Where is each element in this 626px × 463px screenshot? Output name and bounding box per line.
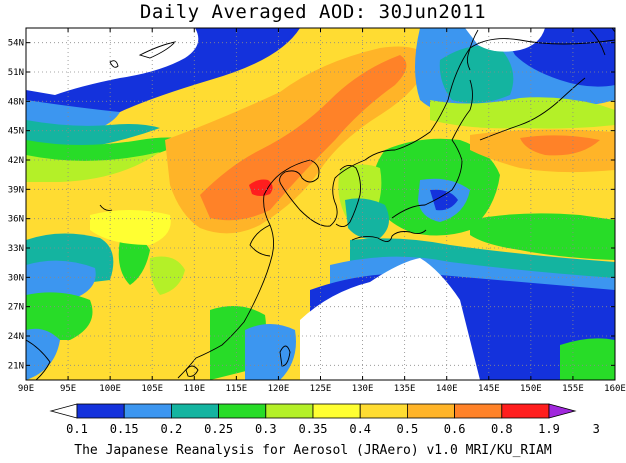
colorbar-swatch	[76, 403, 125, 419]
colorbar-level-label: 0.25	[204, 422, 233, 436]
colorbar-swatch	[501, 403, 550, 419]
colorbar-level-label: 0.3	[255, 422, 277, 436]
aod-south-white	[300, 258, 480, 380]
aod-west-blue	[26, 260, 96, 300]
coastline-taiwan	[279, 345, 291, 367]
lon-tick-label: 110E	[183, 384, 205, 394]
colorbar-level-label: 0.8	[491, 422, 513, 436]
colorbar-swatch	[406, 403, 455, 419]
lon-tick-label: 155E	[562, 384, 584, 394]
aod-dark-orange	[200, 55, 407, 221]
coastline-kuril	[479, 77, 586, 141]
lon-tick-label: 120E	[268, 384, 290, 394]
coastline-sakhalin	[466, 29, 479, 71]
lon-tick-label: 100E	[99, 384, 121, 394]
colorbar-level-label: 0.1	[66, 422, 88, 436]
lon-tick-label: 125E	[310, 384, 332, 394]
aod-pacific-darkorange	[520, 135, 600, 156]
lon-tick-label: 160E	[604, 384, 626, 394]
lon-tick-label: 115E	[226, 384, 248, 394]
lat-tick-label: 30N	[8, 273, 24, 283]
lat-tick-label: 27N	[8, 303, 24, 313]
lat-tick-label: 54N	[8, 39, 24, 49]
lat-tick-label: 39N	[8, 185, 24, 195]
colorbar-swatch	[359, 403, 408, 419]
colorbar-swatch	[49, 403, 78, 419]
lon-tick-label: 130E	[352, 384, 374, 394]
lat-axis: 54N 51N 48N 45N 42N 39N 36N 33N 30N 27N 24N 21N	[8, 39, 615, 371]
colorbar-swatch	[312, 403, 361, 419]
lat-tick-label: 21N	[8, 361, 24, 371]
lat-tick-label: 36N	[8, 215, 24, 225]
lon-tick-label: 90E	[18, 384, 34, 394]
colorbar-level-label: 0.35	[299, 422, 328, 436]
aod-west-green	[26, 292, 93, 340]
aod-ne-teal	[439, 45, 514, 104]
aod-okhotsk-white	[465, 28, 545, 52]
colorbar-level-label: 0.4	[349, 422, 371, 436]
lat-tick-label: 24N	[8, 332, 24, 342]
colorbar-level-label: 0.6	[444, 422, 466, 436]
colorbar-level-label: 3	[593, 422, 600, 436]
colorbar-swatch	[454, 403, 503, 419]
coastline-island-north	[109, 60, 119, 68]
colorbar-swatch	[265, 403, 314, 419]
aod-inland-green	[118, 237, 150, 285]
colorbar-level-label: 0.2	[161, 422, 183, 436]
lat-tick-label: 45N	[8, 127, 24, 137]
lon-tick-label: 105E	[141, 384, 163, 394]
coastline-west-border	[26, 339, 51, 380]
colorbar-labels: 0.1 0.15 0.2 0.25 0.3 0.35 0.4 0.5 0.6 0.8 1.9 3	[66, 422, 600, 436]
lon-axis: 90E 95E 100E 105E 110E 115E 120E 125E 130E 135E 14…	[18, 28, 626, 394]
aod-nw-lime	[26, 152, 160, 182]
colorbar-level-label: 0.15	[110, 422, 139, 436]
aod-field	[26, 28, 615, 380]
credit-line: The Japanese Reanalysis for Aerosol (JRA…	[74, 443, 552, 458]
aod-red-hotspot	[249, 179, 273, 196]
colorbar-swatch	[548, 403, 577, 419]
lon-tick-label: 150E	[520, 384, 542, 394]
colorbar-level-label: 1.9	[538, 422, 560, 436]
colorbar-swatch	[123, 403, 172, 419]
map-title: Daily Averaged AOD: 30Jun2011	[139, 1, 487, 23]
coastline-mainland	[177, 38, 615, 379]
coastlines	[26, 28, 615, 380]
lat-tick-label: 33N	[8, 244, 24, 254]
aod-sw-blue	[26, 328, 60, 380]
aod-nw-white	[26, 28, 199, 95]
aod-japan-darkblue	[430, 189, 458, 211]
colorbar-swatch	[170, 403, 219, 419]
aod-inland-lime	[149, 256, 185, 295]
coastline-interior-a	[249, 224, 271, 257]
coastline-lake	[138, 41, 177, 59]
lon-tick-label: 140E	[436, 384, 458, 394]
lat-tick-label: 48N	[8, 97, 24, 107]
colorbar	[49, 403, 577, 419]
gridlines	[26, 28, 615, 380]
coastline-hainan	[185, 365, 199, 377]
lat-tick-label: 42N	[8, 156, 24, 166]
lat-tick-label: 51N	[8, 68, 24, 78]
coastline-interior-b	[99, 204, 113, 211]
coastline-korea	[335, 165, 361, 227]
lon-tick-label: 135E	[394, 384, 416, 394]
aod-se-green	[560, 338, 615, 380]
colorbar-swatch	[218, 403, 267, 419]
lon-tick-label: 145E	[478, 384, 500, 394]
colorbar-level-label: 0.5	[397, 422, 419, 436]
aod-ne-lime	[430, 97, 615, 129]
coastline-japan	[351, 79, 473, 242]
lon-tick-label: 95E	[60, 384, 76, 394]
